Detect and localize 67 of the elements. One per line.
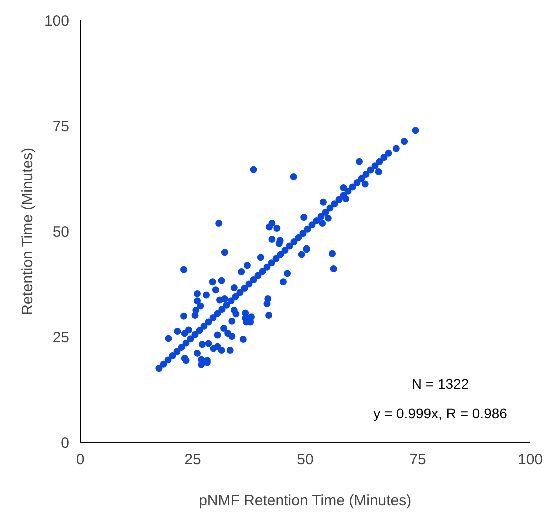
point <box>277 251 284 258</box>
point <box>326 204 334 212</box>
y-tick-label: 50 <box>52 224 70 241</box>
point <box>336 196 343 204</box>
point <box>268 260 276 267</box>
point <box>164 356 172 364</box>
annotation: N = 1322 <box>412 376 470 392</box>
point <box>322 209 330 216</box>
point <box>196 327 204 334</box>
point <box>300 230 307 238</box>
point <box>223 302 230 309</box>
point <box>200 322 208 330</box>
point <box>160 360 168 368</box>
annotation: y = 0.999x, R = 0.986 <box>374 405 508 422</box>
y-tick-label: 0 <box>61 435 70 452</box>
point <box>354 179 361 186</box>
point <box>308 222 316 229</box>
point <box>178 344 186 352</box>
point <box>187 336 194 343</box>
x-tick-label: 0 <box>76 452 85 468</box>
point <box>385 150 392 157</box>
point <box>156 365 163 372</box>
y-tick-label: 100 <box>44 13 70 30</box>
x-tick-label: 50 <box>297 452 314 468</box>
point <box>214 310 222 318</box>
point <box>282 246 289 254</box>
point <box>264 264 271 271</box>
point <box>169 352 176 360</box>
point <box>174 348 181 356</box>
point <box>272 255 280 262</box>
point <box>401 138 408 146</box>
point <box>246 280 253 288</box>
point <box>210 314 217 322</box>
point <box>218 306 226 314</box>
point <box>380 154 388 162</box>
point <box>367 166 374 174</box>
point <box>392 145 400 152</box>
point <box>290 238 298 246</box>
point <box>182 340 190 347</box>
point <box>372 162 379 170</box>
point <box>250 276 258 284</box>
x-tick-label: 100 <box>518 452 544 468</box>
point <box>286 242 294 250</box>
x-tick-label: 75 <box>410 452 426 468</box>
point <box>228 298 235 305</box>
point <box>362 171 370 178</box>
x-tick-label: 25 <box>184 452 202 468</box>
point <box>318 213 325 220</box>
point <box>232 293 240 300</box>
point <box>304 226 312 233</box>
y-axis-title: Retention Time (Minutes) <box>19 148 36 316</box>
point <box>295 234 302 242</box>
point <box>241 284 248 292</box>
y-tick-label: 75 <box>52 118 70 136</box>
point <box>205 318 212 326</box>
point <box>349 184 356 191</box>
point <box>376 158 384 166</box>
point <box>259 268 266 276</box>
point <box>358 175 366 182</box>
x-axis-title: pNMF Retention Time (Minutes) <box>199 492 412 510</box>
point <box>331 200 338 208</box>
point <box>236 289 244 296</box>
point <box>313 217 320 224</box>
point <box>412 127 420 134</box>
y-tick-label: 25 <box>52 330 70 346</box>
point <box>192 331 199 338</box>
point <box>254 272 262 280</box>
